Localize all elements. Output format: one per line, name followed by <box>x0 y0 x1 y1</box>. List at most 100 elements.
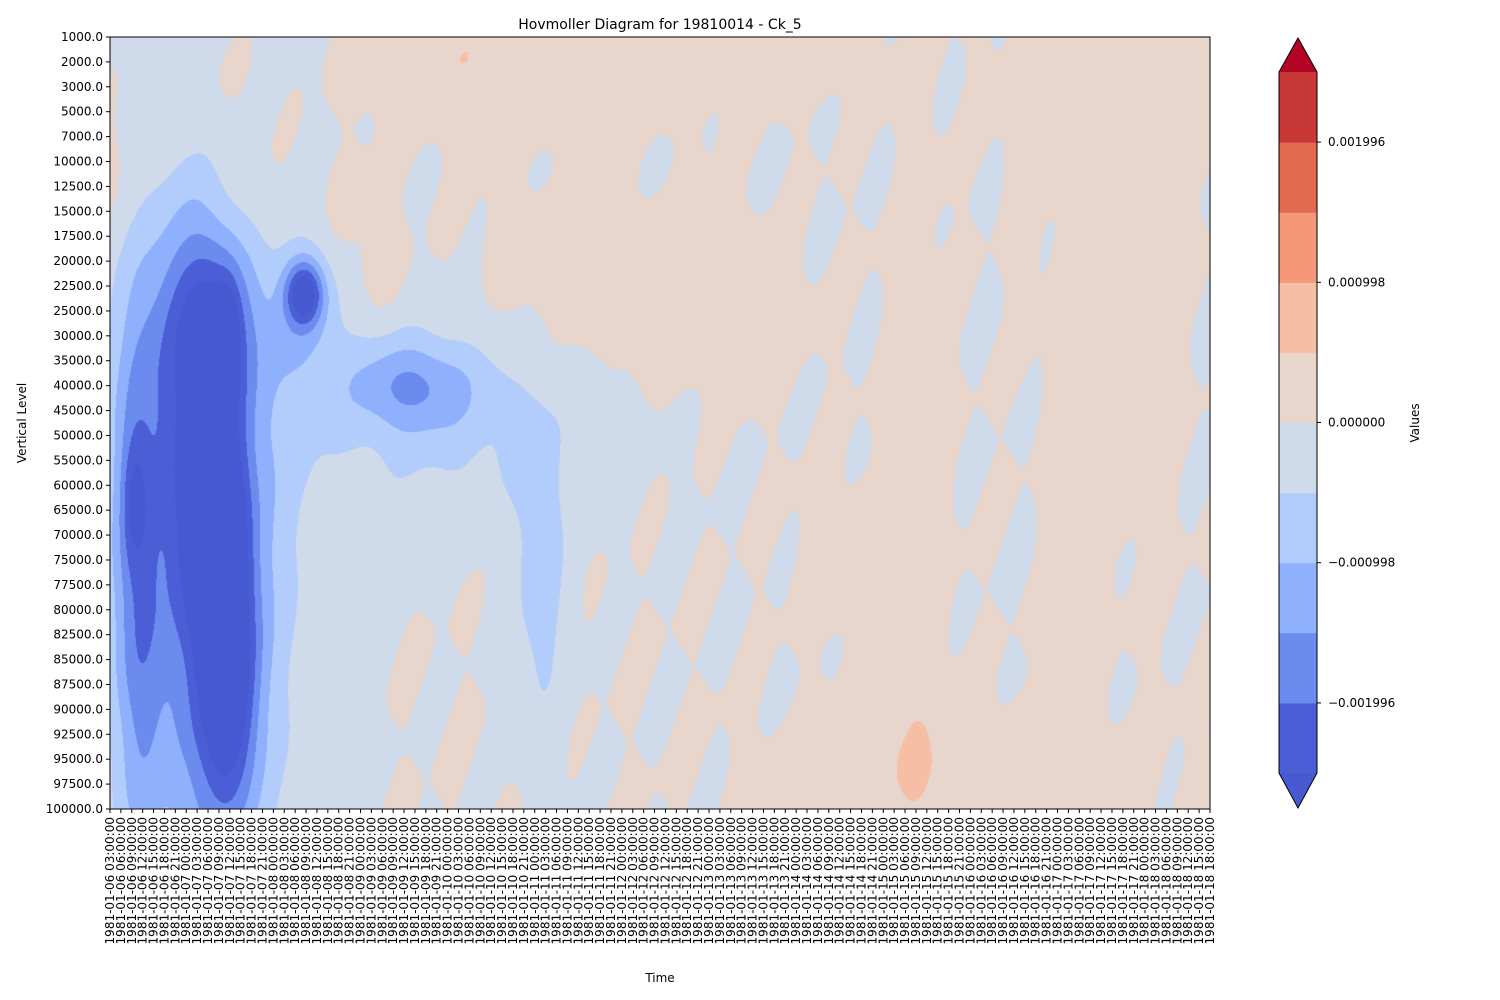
x-tick-label: 1981-01-09 06:00:00 <box>375 817 389 944</box>
x-tick-label: 1981-01-17 00:00:00 <box>1051 817 1065 944</box>
y-tick-label: 2000.0 <box>61 55 103 69</box>
y-tick-label: 97500.0 <box>53 777 103 791</box>
x-tick-label: 1981-01-10 12:00:00 <box>484 817 498 944</box>
colorbar-band <box>1279 142 1317 213</box>
x-tick-label: 1981-01-11 00:00:00 <box>528 817 542 944</box>
x-tick-label: 1981-01-16 12:00:00 <box>1007 817 1021 944</box>
y-tick-label: 77500.0 <box>53 578 103 592</box>
y-tick-label: 40000.0 <box>53 379 103 393</box>
x-tick-label: 1981-01-14 21:00:00 <box>865 817 879 944</box>
y-tick-label: 17500.0 <box>53 229 103 243</box>
y-tick-label: 1000.0 <box>61 30 103 44</box>
x-tick-label: 1981-01-17 09:00:00 <box>1083 817 1097 944</box>
x-tick-label: 1981-01-18 18:00:00 <box>1203 817 1217 944</box>
x-tick-label: 1981-01-08 12:00:00 <box>310 817 324 944</box>
colorbar-tick-label: 0.001996 <box>1328 135 1385 149</box>
x-tick-label: 1981-01-15 15:00:00 <box>931 817 945 944</box>
x-tick-label: 1981-01-17 15:00:00 <box>1105 817 1119 944</box>
y-tick-label: 10000.0 <box>53 155 103 169</box>
colorbar-tick-label: −0.000998 <box>1328 556 1395 570</box>
x-tick-label: 1981-01-13 03:00:00 <box>713 817 727 944</box>
x-tick-label: 1981-01-12 09:00:00 <box>648 817 662 944</box>
x-tick-label: 1981-01-18 00:00:00 <box>1138 817 1152 944</box>
x-tick-label: 1981-01-18 09:00:00 <box>1170 817 1184 944</box>
x-tick-label: 1981-01-17 21:00:00 <box>1127 817 1141 944</box>
x-tick-label: 1981-01-11 21:00:00 <box>604 817 618 944</box>
x-tick-label: 1981-01-08 15:00:00 <box>321 817 335 944</box>
x-tick-label: 1981-01-08 00:00:00 <box>266 817 280 944</box>
x-tick-label: 1981-01-10 06:00:00 <box>462 817 476 944</box>
colorbar-band <box>1279 282 1317 353</box>
x-tick-label: 1981-01-06 15:00:00 <box>147 817 161 944</box>
y-tick-label: 80000.0 <box>53 603 103 617</box>
colorbar-extend-top <box>1279 38 1317 72</box>
x-tick-label: 1981-01-09 15:00:00 <box>408 817 422 944</box>
x-tick-label: 1981-01-16 09:00:00 <box>996 817 1010 944</box>
x-tick-label: 1981-01-14 09:00:00 <box>822 817 836 944</box>
x-tick-label: 1981-01-14 12:00:00 <box>833 817 847 944</box>
x-tick-label: 1981-01-07 09:00:00 <box>212 817 226 944</box>
y-axis-ticks: 1000.0 2000.0 3000.0 5000.0 7000.0 10000.0 125… <box>46 30 110 816</box>
x-tick-label: 1981-01-12 12:00:00 <box>658 817 672 944</box>
colorbar-tick-label: −0.001996 <box>1328 696 1395 710</box>
y-tick-label: 5000.0 <box>61 105 103 119</box>
x-tick-label: 1981-01-10 03:00:00 <box>452 817 466 944</box>
plot-frame <box>109 36 1211 810</box>
y-tick-label: 30000.0 <box>53 329 103 343</box>
x-tick-label: 1981-01-09 21:00:00 <box>430 817 444 944</box>
x-tick-label: 1981-01-12 06:00:00 <box>637 817 651 944</box>
colorbar-band <box>1279 422 1317 494</box>
x-tick-label: 1981-01-06 06:00:00 <box>114 817 128 944</box>
x-tick-label: 1981-01-17 18:00:00 <box>1116 817 1130 944</box>
x-tick-label: 1981-01-09 03:00:00 <box>364 817 378 944</box>
x-tick-label: 1981-01-16 15:00:00 <box>1018 817 1032 944</box>
y-tick-label: 50000.0 <box>53 428 103 442</box>
chart-title: Hovmoller Diagram for 19810014 - Ck_5 <box>518 17 801 33</box>
x-tick-label: 1981-01-07 18:00:00 <box>245 817 259 944</box>
colorbar: 0.001996 0.000998 0.000000 −0.000998 −0.0019… <box>1278 36 1395 810</box>
x-tick-label: 1981-01-10 09:00:00 <box>473 817 487 944</box>
x-tick-label: 1981-01-12 21:00:00 <box>691 817 705 944</box>
colorbar-band <box>1279 72 1317 143</box>
y-tick-label: 45000.0 <box>53 404 103 418</box>
x-tick-label: 1981-01-08 18:00:00 <box>332 817 346 944</box>
y-tick-label: 22500.0 <box>53 279 103 293</box>
x-tick-label: 1981-01-07 03:00:00 <box>190 817 204 944</box>
x-tick-label: 1981-01-11 12:00:00 <box>571 817 585 944</box>
x-tick-label: 1981-01-10 21:00:00 <box>517 817 531 944</box>
y-axis-label: Vertical Level <box>15 383 29 463</box>
x-tick-label: 1981-01-13 21:00:00 <box>778 817 792 944</box>
y-tick-label: 7000.0 <box>61 130 103 144</box>
x-tick-label: 1981-01-15 18:00:00 <box>942 817 956 944</box>
x-tick-label: 1981-01-17 03:00:00 <box>1061 817 1075 944</box>
y-tick-label: 70000.0 <box>53 528 103 542</box>
x-tick-label: 1981-01-06 12:00:00 <box>136 817 150 944</box>
x-tick-label: 1981-01-16 03:00:00 <box>974 817 988 944</box>
y-tick-label: 20000.0 <box>53 254 103 268</box>
x-tick-label: 1981-01-13 15:00:00 <box>756 817 770 944</box>
colorbar-outline <box>1278 36 1318 810</box>
y-tick-label: 60000.0 <box>53 478 103 492</box>
y-tick-label: 82500.0 <box>53 628 103 642</box>
colorbar-band <box>1279 492 1317 564</box>
x-tick-label: 1981-01-18 03:00:00 <box>1149 817 1163 944</box>
x-tick-label: 1981-01-13 12:00:00 <box>746 817 760 944</box>
y-tick-label: 87500.0 <box>53 677 103 691</box>
x-tick-label: 1981-01-15 06:00:00 <box>898 817 912 944</box>
x-tick-label: 1981-01-08 03:00:00 <box>277 817 291 944</box>
x-tick-label: 1981-01-14 15:00:00 <box>844 817 858 944</box>
y-tick-label: 25000.0 <box>53 304 103 318</box>
y-tick-label: 55000.0 <box>53 453 103 467</box>
x-tick-label: 1981-01-12 18:00:00 <box>680 817 694 944</box>
y-tick-label: 100000.0 <box>46 802 103 816</box>
x-tick-label: 1981-01-15 21:00:00 <box>953 817 967 944</box>
x-tick-label: 1981-01-15 12:00:00 <box>920 817 934 944</box>
x-tick-label: 1981-01-15 03:00:00 <box>887 817 901 944</box>
x-tick-label: 1981-01-11 03:00:00 <box>539 817 553 944</box>
x-tick-label: 1981-01-12 15:00:00 <box>669 817 683 944</box>
x-tick-label: 1981-01-14 03:00:00 <box>800 817 814 944</box>
y-tick-label: 15000.0 <box>53 204 103 218</box>
y-tick-label: 12500.0 <box>53 179 103 193</box>
colorbar-extend-bottom <box>1279 773 1317 808</box>
